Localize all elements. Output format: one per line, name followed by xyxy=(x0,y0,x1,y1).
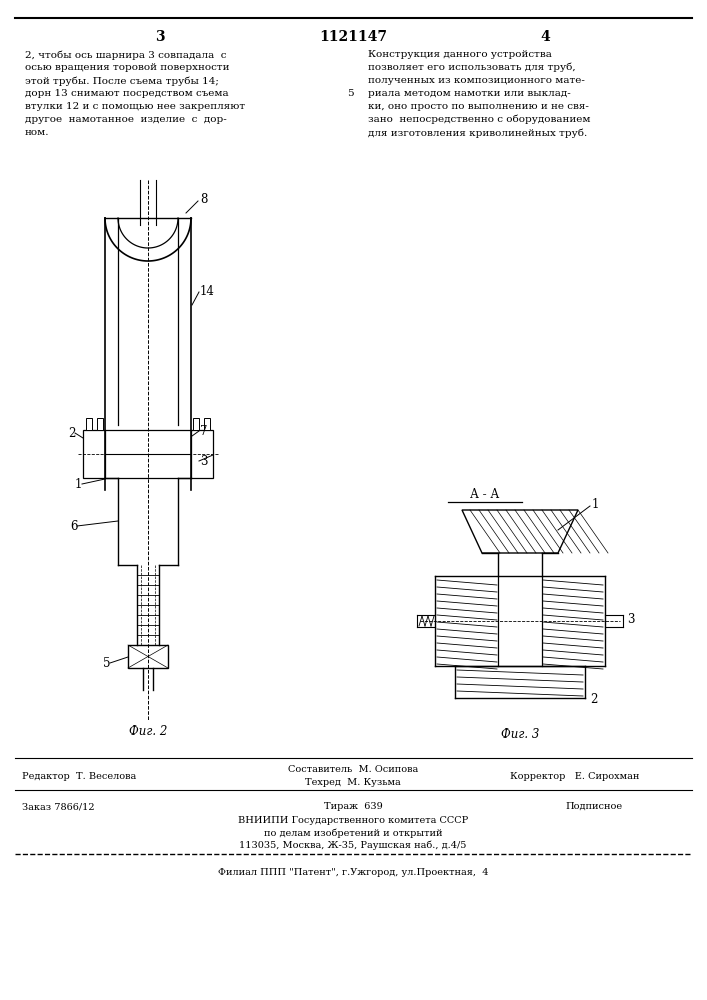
Text: 5: 5 xyxy=(103,657,110,670)
Text: 8: 8 xyxy=(200,193,207,206)
Text: А - А: А - А xyxy=(470,488,500,501)
Text: Корректор   Е. Сирохман: Корректор Е. Сирохман xyxy=(510,772,639,781)
Text: для изготовления криволинейных труб.: для изготовления криволинейных труб. xyxy=(368,128,588,137)
Text: Фиг. 3: Фиг. 3 xyxy=(501,728,539,741)
Text: Составитель  М. Осипова: Составитель М. Осипова xyxy=(288,765,418,774)
Text: Филиал ППП "Патент", г.Ужгород, ул.Проектная,  4: Филиал ППП "Патент", г.Ужгород, ул.Проек… xyxy=(218,868,489,877)
Text: 4: 4 xyxy=(540,30,550,44)
Text: 2: 2 xyxy=(68,427,76,440)
Text: Подписное: Подписное xyxy=(565,802,622,811)
Text: 1: 1 xyxy=(592,498,600,511)
Text: Тираж  639: Тираж 639 xyxy=(324,802,382,811)
Polygon shape xyxy=(86,418,92,430)
Text: 3: 3 xyxy=(200,455,207,468)
Text: этой трубы. После съема трубы 14;: этой трубы. После съема трубы 14; xyxy=(25,76,219,86)
Text: ки, оно просто по выполнению и не свя-: ки, оно просто по выполнению и не свя- xyxy=(368,102,589,111)
Polygon shape xyxy=(83,430,105,478)
Polygon shape xyxy=(193,418,199,430)
Text: 2, чтобы ось шарнира 3 совпадала  с: 2, чтобы ось шарнира 3 совпадала с xyxy=(25,50,226,60)
Polygon shape xyxy=(204,418,210,430)
Text: 14: 14 xyxy=(200,285,215,298)
Polygon shape xyxy=(97,418,103,430)
Polygon shape xyxy=(128,645,168,668)
Text: 2: 2 xyxy=(590,693,597,706)
Text: дорн 13 снимают посредством съема: дорн 13 снимают посредством съема xyxy=(25,89,228,98)
Text: Техред  М. Кузьма: Техред М. Кузьма xyxy=(305,778,401,787)
Text: позволяет его использовать для труб,: позволяет его использовать для труб, xyxy=(368,63,575,73)
Text: втулки 12 и с помощью нее закрепляют: втулки 12 и с помощью нее закрепляют xyxy=(25,102,245,111)
Text: по делам изобретений и открытий: по делам изобретений и открытий xyxy=(264,828,443,838)
Text: Редактор  Т. Веселова: Редактор Т. Веселова xyxy=(22,772,136,781)
Text: 1121147: 1121147 xyxy=(319,30,387,44)
Text: 3: 3 xyxy=(627,613,634,626)
Text: Заказ 7866/12: Заказ 7866/12 xyxy=(22,802,95,811)
Text: 5: 5 xyxy=(346,89,354,98)
Text: ВНИИПИ Государственного комитета СССР: ВНИИПИ Государственного комитета СССР xyxy=(238,816,468,825)
Text: зано  непосредственно с оборудованием: зано непосредственно с оборудованием xyxy=(368,115,590,124)
Text: 7: 7 xyxy=(200,425,207,438)
Text: 6: 6 xyxy=(70,520,78,533)
Text: Фиг. 2: Фиг. 2 xyxy=(129,725,167,738)
Text: риала методом намотки или выклад-: риала методом намотки или выклад- xyxy=(368,89,571,98)
Polygon shape xyxy=(191,430,213,478)
Text: ном.: ном. xyxy=(25,128,49,137)
Text: 3: 3 xyxy=(156,30,165,44)
Text: полученных из композиционного мате-: полученных из композиционного мате- xyxy=(368,76,585,85)
Text: 1: 1 xyxy=(75,478,83,491)
Polygon shape xyxy=(462,510,578,553)
Text: Конструкция данного устройства: Конструкция данного устройства xyxy=(368,50,552,59)
Text: осью вращения торовой поверхности: осью вращения торовой поверхности xyxy=(25,63,230,72)
Text: другое  намотанное  изделие  с  дор-: другое намотанное изделие с дор- xyxy=(25,115,227,124)
Text: 113035, Москва, Ж-35, Раушская наб., д.4/5: 113035, Москва, Ж-35, Раушская наб., д.4… xyxy=(239,840,467,850)
